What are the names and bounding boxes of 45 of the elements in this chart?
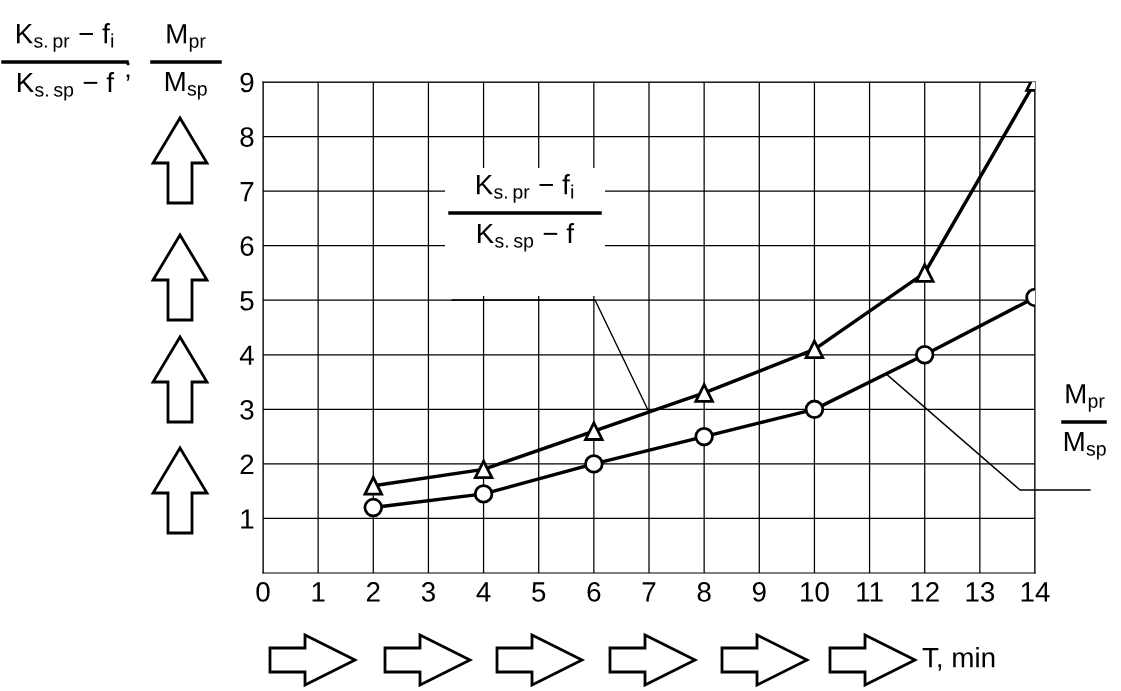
x-tick-label: 0 [256,582,270,602]
x-tick-label: 7 [642,582,656,602]
y-tick-label: 9 [240,72,254,93]
point [363,497,384,518]
text: M$_{pr}$ [167,24,206,52]
text: M$_{sp}$ [165,72,207,100]
point [584,454,604,474]
point [694,426,714,447]
annotation: K$_{s.pr}$ − f$_{i}$ [477,174,574,203]
annotation: K$_{s.sp}$ − f [477,223,575,252]
x-tick-label: 3 [421,582,435,602]
y-tick-label: 7 [240,182,254,202]
x-axis-title: T, min [922,647,995,671]
y-tick-label: 4 [239,345,254,365]
x-tick-label: 1 [312,582,325,602]
y-tick-label: 6 [240,236,254,257]
x-tick-label: 4 [476,582,491,602]
y-tick-label: 2 [240,454,254,474]
point [473,484,494,504]
x-tick-label: 12 [911,582,939,602]
x-tick-label: 5 [532,582,546,602]
x-tick-label: 14 [1021,582,1050,602]
x-tick-label: 9 [752,582,766,602]
point [914,263,935,283]
x-tick-label: 6 [587,582,601,602]
point [694,383,714,403]
x-tick-label: 11 [857,582,883,602]
point [363,475,384,496]
point [804,339,825,360]
point [584,421,604,441]
y-tick-label: 3 [240,400,254,420]
point [473,459,494,480]
x-tick-label: 8 [697,582,711,602]
y-tick-label: 1 [241,509,254,529]
y-tick-label: 8 [240,127,254,147]
text: M$_{sp}$ [1064,432,1106,460]
point [804,399,825,420]
y-tick-label: 5 [240,291,254,311]
x-tick-label: 13 [966,582,995,602]
x-tick-label: 2 [366,582,380,602]
point [914,345,935,365]
text: K$_{s.pr}$ − f$_{i}$ [17,23,114,52]
x-tick-label: 10 [801,582,829,602]
text: K$_{s.sp}$ − f [17,72,115,101]
text: M$_{pr}$ [1066,384,1105,412]
